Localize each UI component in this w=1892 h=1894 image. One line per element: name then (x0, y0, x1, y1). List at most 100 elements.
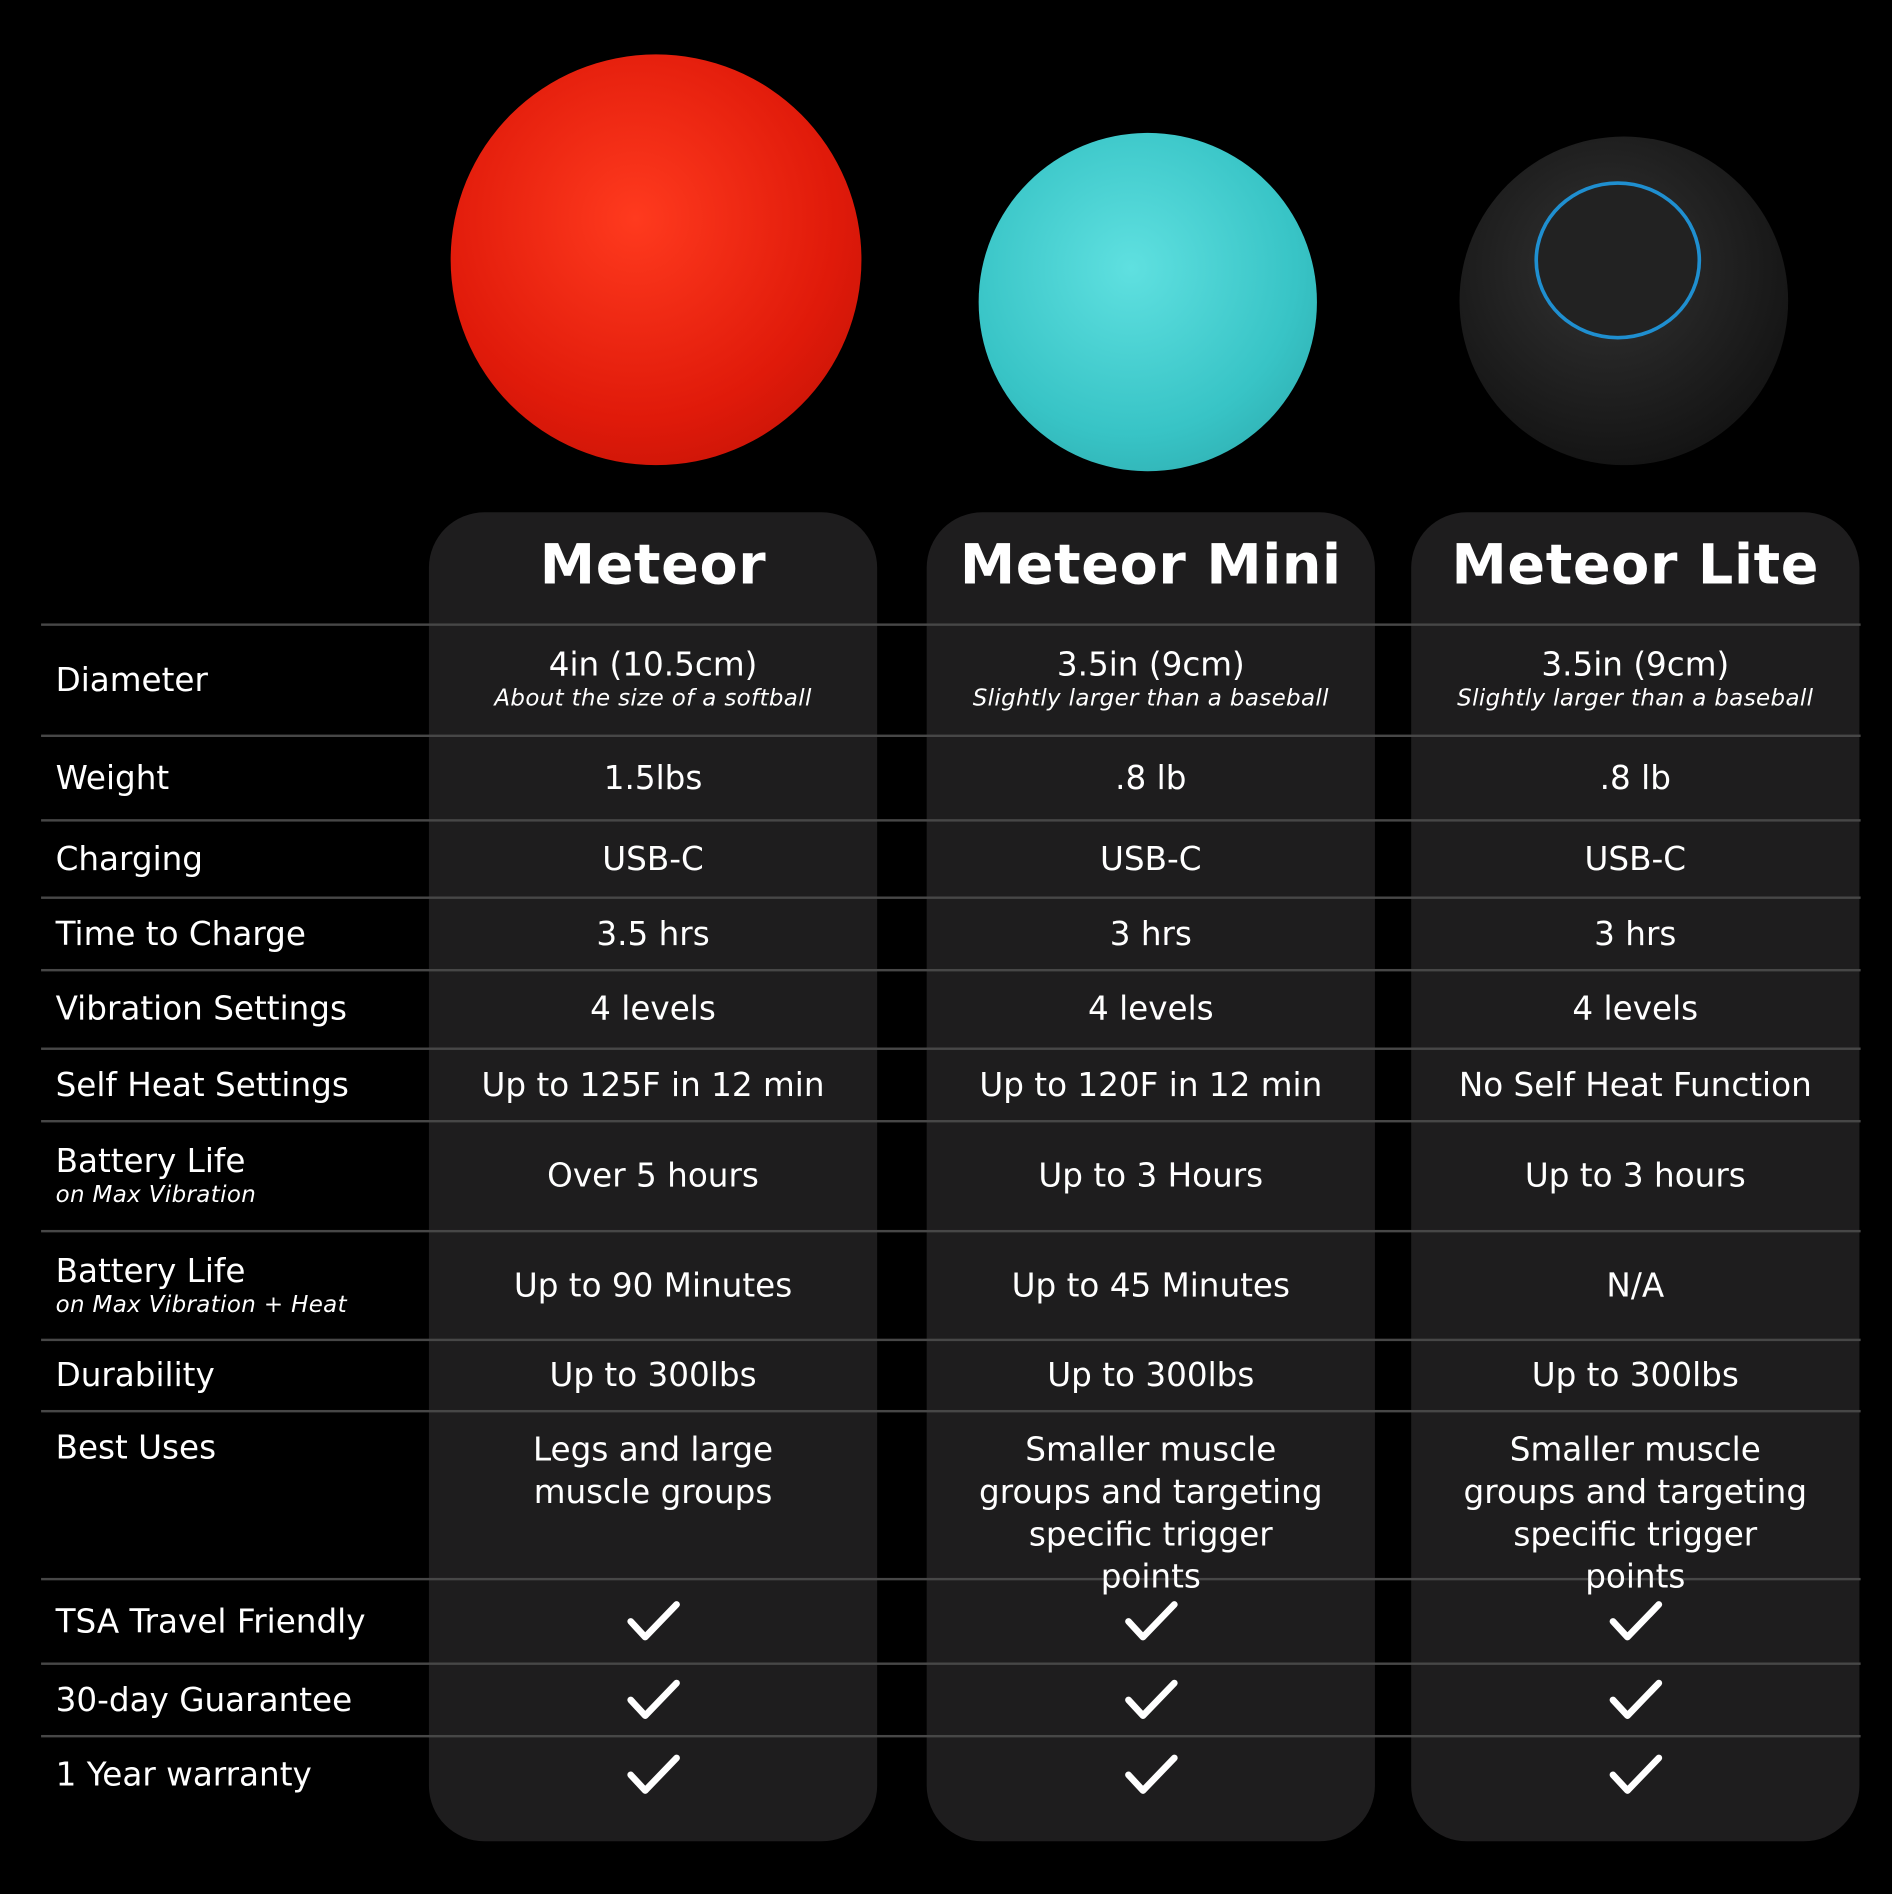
table-cell: N/A (1411, 1232, 1859, 1338)
cell-value: Up to 300lbs (1047, 1356, 1255, 1395)
cell-value: 3.5in (9cm) (1541, 646, 1730, 684)
table-cell: Up to 300lbs (927, 1341, 1375, 1410)
table-cell: 3.5 hrs (429, 899, 877, 969)
meteor-mini-ball-image (978, 132, 1317, 472)
product-title: Meteor (539, 531, 767, 597)
table-cell: .8 lb (927, 737, 1375, 819)
row-label: Battery Life on Max Vibration (56, 1122, 418, 1230)
table-cell: 4 levels (927, 971, 1375, 1047)
table-cell: USB-C (429, 822, 877, 897)
table-cell (1411, 1580, 1859, 1662)
cell-value: 3 hrs (1594, 915, 1677, 953)
table-cell: Up to 90 Minutes (429, 1232, 877, 1338)
product-title: Meteor Lite (1451, 531, 1820, 597)
checkmark-icon (1124, 1601, 1178, 1641)
cell-subtext: Slightly larger than a baseball (972, 685, 1329, 712)
table-cell: Up to 300lbs (429, 1341, 877, 1410)
row-divider (41, 1734, 1861, 1738)
cell-value: 1.5lbs (603, 759, 703, 797)
row-label: TSA Travel Friendly (56, 1580, 418, 1662)
table-cell: Up to 125F in 12 min (429, 1050, 877, 1120)
row-label: 1 Year warranty (56, 1737, 418, 1812)
table-cell (927, 1737, 1375, 1812)
row-divider (41, 1047, 1861, 1050)
row-label-text: Vibration Settings (55, 990, 348, 1029)
checkmark-icon (1609, 1601, 1662, 1641)
cell-value: .8 lb (1599, 759, 1671, 797)
row-divider (41, 968, 1861, 972)
row-divider (41, 1229, 1861, 1233)
row-label-text: Durability (55, 1356, 215, 1395)
cell-value: 4 levels (590, 990, 716, 1029)
row-divider (41, 734, 1861, 738)
cell-value: Up to 300lbs (1531, 1356, 1739, 1395)
row-label-text: Battery Life (55, 1142, 246, 1181)
cell-value: Up to 45 Minutes (1011, 1266, 1290, 1305)
row-label-text: Weight (55, 759, 170, 797)
cell-value: 3.5 hrs (596, 915, 710, 953)
table-cell: Up to 120F in 12 min (927, 1050, 1375, 1120)
checkmark-icon (626, 1754, 680, 1794)
checkmark-icon (1124, 1679, 1178, 1719)
table-cell: 4 levels (1411, 971, 1859, 1047)
table-cell (927, 1665, 1375, 1735)
row-divider (41, 896, 1861, 899)
cell-value: No Self Heat Function (1458, 1066, 1812, 1104)
row-divider (41, 1120, 1861, 1123)
cell-subtext: Slightly larger than a baseball (1457, 685, 1814, 712)
cell-value: .8 lb (1115, 759, 1187, 797)
table-cell: No Self Heat Function (1411, 1050, 1859, 1120)
product-card-2 (1411, 512, 1860, 1842)
table-cell: Up to 3 Hours (927, 1122, 1375, 1230)
cell-value: USB-C (602, 840, 704, 878)
row-label: Weight (56, 737, 418, 819)
table-cell (1411, 1737, 1859, 1812)
table-cell: Up to 300lbs (1411, 1341, 1859, 1410)
table-cell: 3 hrs (1411, 899, 1859, 969)
row-sublabel: on Max Vibration (55, 1181, 257, 1209)
row-label-text: 30-day Guarantee (55, 1681, 353, 1719)
table-cell: Smaller muscle groups and targeting spec… (927, 1412, 1375, 1596)
cell-value: 3 hrs (1109, 915, 1192, 953)
table-cell: 4in (10.5cm) About the size of a softball (429, 626, 877, 735)
row-divider (41, 1409, 1861, 1413)
table-cell: Up to 45 Minutes (927, 1232, 1375, 1338)
product-card-0 (428, 512, 878, 1842)
table-cell: 1.5lbs (429, 737, 877, 819)
table-cell: 4 levels (429, 971, 877, 1047)
row-divider (41, 623, 1861, 626)
row-label-text: Self Heat Settings (55, 1066, 349, 1104)
table-cell (429, 1580, 877, 1662)
cell-value: 3.5in (9cm) (1056, 646, 1245, 684)
product-card-1 (926, 512, 1375, 1842)
cell-value: USB-C (1584, 840, 1687, 878)
row-label: Charging (56, 822, 418, 897)
cell-value: 4 levels (1572, 990, 1699, 1029)
cell-value: 4 levels (1087, 990, 1214, 1029)
table-cell: Smaller muscle groups and targeting spec… (1411, 1412, 1859, 1596)
row-label-text: Best Uses (55, 1429, 217, 1467)
table-cell: USB-C (927, 822, 1375, 897)
cell-value: Up to 3 hours (1524, 1157, 1746, 1195)
row-label-text: Time to Charge (55, 915, 306, 953)
checkmark-icon (1124, 1754, 1178, 1794)
cell-value: Smaller muscle groups and targeting spec… (1463, 1431, 1808, 1597)
table-cell: 3.5in (9cm) Slightly larger than a baseba… (927, 626, 1375, 735)
row-label: 30-day Guarantee (56, 1665, 418, 1735)
meteor-ball-image (450, 54, 862, 466)
table-cell: 3 hrs (927, 899, 1375, 969)
row-label-text: Charging (55, 840, 204, 878)
cell-value: Smaller muscle groups and targeting spec… (979, 1431, 1323, 1597)
table-cell: 3.5in (9cm) Slightly larger than a baseba… (1411, 626, 1859, 735)
cell-value: USB-C (1100, 840, 1202, 878)
row-label: Time to Charge (56, 899, 418, 969)
checkmark-icon (1609, 1754, 1662, 1794)
table-cell (927, 1580, 1375, 1662)
row-label-text: Diameter (55, 661, 208, 699)
table-cell: .8 lb (1411, 737, 1859, 819)
row-label: Durability (56, 1341, 418, 1410)
cell-value: Up to 90 Minutes (513, 1266, 793, 1305)
table-cell (429, 1665, 877, 1735)
row-sublabel: on Max Vibration + Heat (55, 1290, 347, 1318)
